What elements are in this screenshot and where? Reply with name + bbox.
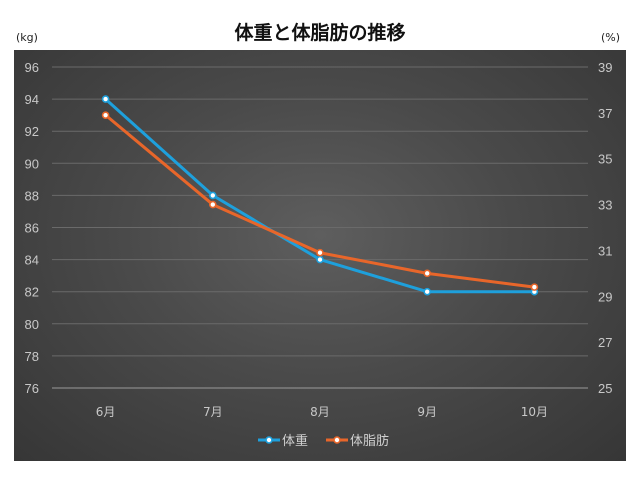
y-left-tick-label: 80: [25, 317, 39, 332]
data-point: [316, 248, 324, 257]
y-left-tick-label: 84: [25, 253, 39, 268]
y-left-tick-label: 76: [25, 381, 39, 396]
y-left-tick-label: 96: [25, 60, 39, 75]
right-axis-unit: (%): [600, 31, 620, 44]
x-tick-label: 7月: [203, 405, 223, 419]
chart-title: 体重と体脂肪の推移: [234, 22, 406, 44]
y-left-tick-label: 82: [25, 285, 39, 300]
legend-label: 体脂肪: [350, 433, 389, 449]
data-point: [316, 255, 324, 264]
y-left-tick-label: 78: [25, 349, 39, 364]
x-tick-label: 10月: [521, 405, 548, 419]
y-right-tick-label: 33: [598, 198, 612, 213]
data-point: [101, 111, 110, 119]
legend-marker: [333, 436, 341, 444]
left-axis-unit: (kg): [16, 31, 38, 44]
y-left-tick-label: 88: [25, 188, 39, 203]
y-right-tick-label: 29: [598, 289, 612, 304]
data-point: [423, 269, 432, 278]
data-point: [209, 200, 217, 209]
y-right-tick-label: 31: [598, 243, 612, 258]
x-tick-label: 6月: [96, 405, 116, 419]
legend-label: 体重: [282, 433, 308, 449]
y-left-tick-label: 94: [25, 92, 39, 107]
y-left-tick-label: 90: [25, 156, 39, 171]
data-point: [101, 95, 110, 103]
y-left-tick-label: 86: [25, 221, 39, 236]
y-right-tick-label: 27: [598, 335, 612, 350]
y-right-tick-label: 35: [598, 152, 612, 167]
y-left-tick-label: 92: [25, 124, 39, 139]
x-tick-label: 8月: [310, 405, 330, 419]
x-tick-label: 9月: [417, 405, 437, 419]
data-point: [209, 191, 217, 200]
y-right-tick-label: 25: [598, 381, 612, 396]
y-right-tick-label: 39: [598, 60, 612, 75]
data-point: [423, 287, 432, 296]
legend-marker: [265, 436, 273, 444]
y-right-tick-label: 37: [598, 106, 612, 121]
data-point: [530, 283, 539, 291]
